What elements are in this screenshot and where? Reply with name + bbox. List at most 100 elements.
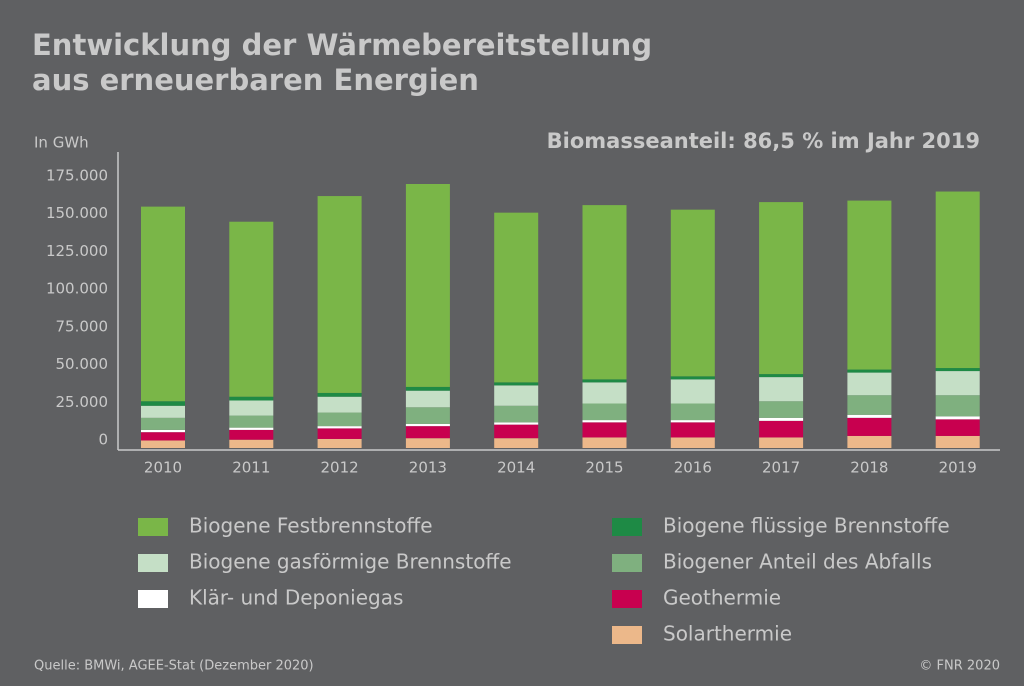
x-tick-label: 2014 xyxy=(497,459,535,477)
bar-segment xyxy=(935,435,980,448)
y-tick-label: 150.000 xyxy=(46,204,108,222)
legend-swatch xyxy=(612,518,642,536)
bar-segment xyxy=(582,379,627,383)
bar-segment xyxy=(582,420,627,423)
bar-segment xyxy=(141,440,185,448)
bar-segment xyxy=(582,422,627,438)
bar-segment xyxy=(317,438,362,448)
bar-segment xyxy=(141,429,185,433)
legend-label: Solarthermie xyxy=(663,622,792,646)
bar-segment xyxy=(670,437,715,448)
legend-swatch xyxy=(138,554,168,572)
legend-swatch xyxy=(612,590,642,608)
bar-segment xyxy=(582,437,627,448)
x-tick-label: 2016 xyxy=(674,459,712,477)
bar-segment xyxy=(229,427,274,430)
bar-segment xyxy=(141,432,185,441)
bar-segment xyxy=(494,405,539,423)
bar-segment xyxy=(405,438,450,448)
bar-segment xyxy=(847,435,892,448)
bar-segment xyxy=(317,428,362,439)
legend-label: Klär- und Deponiegas xyxy=(189,586,403,610)
annotation: Biomasseanteil: 86,5 % im Jahr 2019 xyxy=(547,129,980,153)
x-tick-label: 2013 xyxy=(409,459,447,477)
bar-segment xyxy=(759,437,804,448)
bar-segment xyxy=(935,191,980,369)
bar-segment xyxy=(405,386,450,391)
bar-segment xyxy=(317,412,362,427)
bar-segment xyxy=(670,376,715,380)
chart-title: aus erneuerbaren Energien xyxy=(32,63,479,97)
x-tick-label: 2018 xyxy=(850,459,888,477)
x-tick-label: 2019 xyxy=(939,459,977,477)
legend-swatch xyxy=(138,590,168,608)
bar-segment xyxy=(582,205,627,380)
legend-label: Biogene Festbrennstoffe xyxy=(189,514,433,538)
bar-segment xyxy=(935,416,980,420)
bar-segment xyxy=(935,368,980,372)
bar-segment xyxy=(847,369,892,373)
bar-segment xyxy=(229,400,274,416)
bar-segment xyxy=(494,422,539,425)
bar-segment xyxy=(935,371,980,396)
bar-segment xyxy=(847,395,892,415)
bar-segment xyxy=(405,184,450,387)
bar-segment xyxy=(670,422,715,438)
bar-segment xyxy=(494,438,539,448)
bar-segment xyxy=(229,415,274,428)
y-tick-label: 0 xyxy=(98,431,108,449)
bar-segment xyxy=(141,417,185,430)
y-axis-label: In GWh xyxy=(34,134,89,152)
y-tick-label: 100.000 xyxy=(46,280,108,298)
bar-segment xyxy=(141,405,185,418)
bar-segment xyxy=(494,212,539,383)
bar-segment xyxy=(229,221,274,397)
legend-swatch xyxy=(138,518,168,536)
bar-segment xyxy=(847,414,892,418)
bar-segment xyxy=(670,379,715,404)
x-tick-label: 2012 xyxy=(321,459,359,477)
y-tick-label: 75.000 xyxy=(56,317,109,335)
bar-segment xyxy=(229,429,274,440)
bar-segment xyxy=(759,420,804,438)
x-tick-label: 2017 xyxy=(762,459,800,477)
bar-segment xyxy=(229,439,274,448)
legend-swatch xyxy=(612,626,642,644)
bar-segment xyxy=(405,407,450,424)
bar-segment xyxy=(582,403,627,421)
bar-segment xyxy=(759,417,804,421)
y-tick-label: 125.000 xyxy=(46,242,108,260)
bar-segment xyxy=(405,423,450,427)
bar-segment xyxy=(494,385,539,406)
legend-swatch xyxy=(612,554,642,572)
legend-label: Geothermie xyxy=(663,586,781,610)
bar-segment xyxy=(847,372,892,396)
legend-label: Biogener Anteil des Abfalls xyxy=(663,550,932,574)
bar-segment xyxy=(494,382,539,386)
bar-segment xyxy=(582,382,627,404)
x-tick-label: 2011 xyxy=(232,459,270,477)
chart-title: Entwicklung der Wärmebereitstellung xyxy=(32,28,652,62)
bar-segment xyxy=(317,196,362,393)
bar-segment xyxy=(405,390,450,408)
bar-segment xyxy=(317,426,362,429)
legend-label: Biogene flüssige Brennstoffe xyxy=(663,514,950,538)
bar-segment xyxy=(670,420,715,423)
bar-segment xyxy=(935,419,980,436)
bar-segment xyxy=(670,209,715,377)
bar-segment xyxy=(935,395,980,417)
y-tick-label: 50.000 xyxy=(56,355,109,373)
x-tick-label: 2010 xyxy=(144,459,182,477)
y-tick-label: 175.000 xyxy=(46,167,108,185)
bar-segment xyxy=(405,426,450,439)
copyright: © FNR 2020 xyxy=(919,659,1000,674)
bar-segment xyxy=(494,424,539,439)
bar-segment xyxy=(141,401,185,406)
bar-segment xyxy=(759,401,804,418)
bar-segment xyxy=(847,417,892,436)
bar-segment xyxy=(317,396,362,413)
x-tick-label: 2015 xyxy=(585,459,623,477)
bar-segment xyxy=(229,396,274,401)
legend-label: Biogene gasförmige Brennstoffe xyxy=(189,550,512,574)
